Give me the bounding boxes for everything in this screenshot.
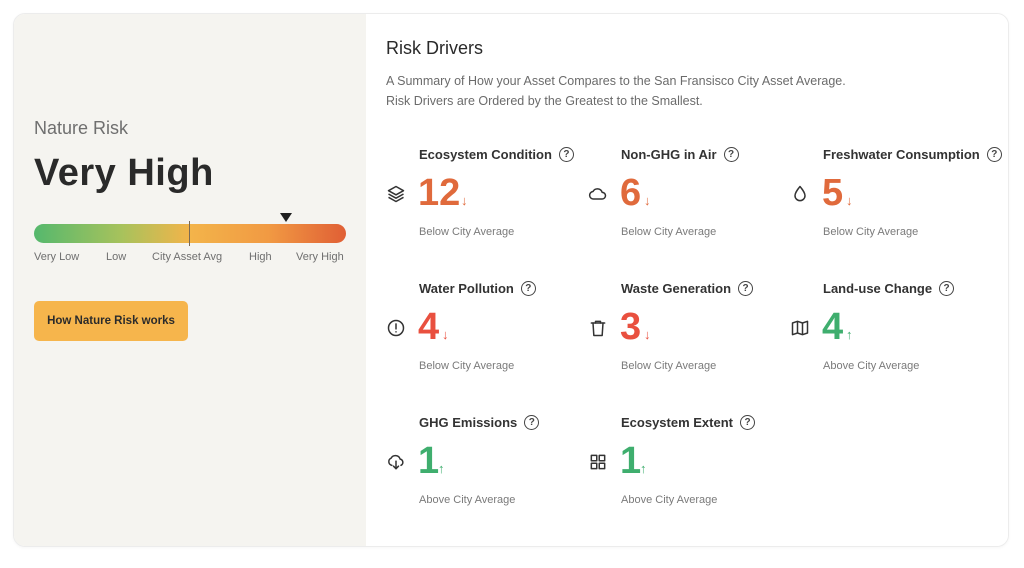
driver-land-use-change: Land-use Change ? 4 ↑ Above City Average xyxy=(790,281,990,391)
driver-name-text: Ecosystem Condition xyxy=(419,147,552,162)
help-icon[interactable]: ? xyxy=(524,415,540,430)
driver-name-text: Freshwater Consumption xyxy=(823,147,980,162)
down-arrow-icon: ↓ xyxy=(461,193,468,208)
driver-value: 3 xyxy=(620,306,642,348)
driver-name-text: Waste Generation xyxy=(621,281,732,296)
driver-status: Above City Average xyxy=(419,494,516,506)
driver-ghg-emissions: GHG Emissions ? 1 ↑ Above City Average xyxy=(386,415,586,525)
driver-status: Below City Average xyxy=(621,226,717,238)
down-arrow-icon: ↓ xyxy=(644,193,651,208)
subtitle-line-1: A Summary of How your Asset Compares to … xyxy=(386,74,846,88)
driver-value: 4 xyxy=(418,306,440,348)
nature-risk-label: Nature Risk xyxy=(34,118,129,138)
how-nature-risk-works-button[interactable]: How Nature Risk works xyxy=(34,301,188,341)
down-arrow-icon: ↓ xyxy=(442,327,449,342)
driver-value: 1 xyxy=(418,440,440,482)
grid-icon xyxy=(588,452,608,472)
nature-risk-card: Nature Risk Very High Very Low Low City … xyxy=(13,13,1009,547)
trash-icon xyxy=(588,318,608,338)
risk-drivers-title: Risk Drivers xyxy=(386,38,483,58)
driver-status: Below City Average xyxy=(419,360,515,372)
driver-name-text: Water Pollution xyxy=(419,281,514,296)
scale-label-low: Low xyxy=(106,251,127,263)
driver-value: 12 xyxy=(418,172,461,214)
help-icon[interactable]: ? xyxy=(986,147,1002,162)
nature-risk-value: Very High xyxy=(34,152,214,194)
driver-waste-generation: Waste Generation ? 3 ↓ Below City Averag… xyxy=(588,281,788,391)
scale-label-very-high: Very High xyxy=(296,251,344,263)
help-icon[interactable]: ? xyxy=(939,281,955,296)
driver-water-pollution: Water Pollution ? 4 ↓ Below City Average xyxy=(386,281,586,391)
driver-non-ghg-in-air: Non-GHG in Air ? 6 ↓ Below City Average xyxy=(588,147,788,257)
driver-name: Land-use Change ? xyxy=(823,281,955,296)
up-arrow-icon: ↑ xyxy=(438,461,445,476)
driver-name: Freshwater Consumption ? xyxy=(823,147,1002,162)
down-arrow-icon: ↓ xyxy=(846,193,853,208)
driver-name-text: GHG Emissions xyxy=(419,415,518,430)
help-icon[interactable]: ? xyxy=(738,281,754,296)
driver-value: 1 xyxy=(620,440,642,482)
scale-label-very-low: Very Low xyxy=(34,251,80,263)
subtitle-line-2: Risk Drivers are Ordered by the Greatest… xyxy=(386,94,703,108)
scale-label-city-avg: City Asset Avg xyxy=(152,251,223,263)
risk-drivers-panel: Risk Drivers A Summary of How your Asset… xyxy=(366,14,1008,546)
help-icon[interactable]: ? xyxy=(558,147,574,162)
driver-name: Non-GHG in Air ? xyxy=(621,147,739,162)
driver-name: Ecosystem Extent ? xyxy=(621,415,755,430)
driver-ecosystem-condition: Ecosystem Condition ? 12 ↓ Below City Av… xyxy=(386,147,586,257)
driver-value: 6 xyxy=(620,172,642,214)
cloud-download-icon xyxy=(386,452,406,472)
driver-value: 5 xyxy=(822,172,844,214)
driver-status: Above City Average xyxy=(823,360,920,372)
driver-name: Ecosystem Condition ? xyxy=(419,147,574,162)
driver-name-text: Non-GHG in Air xyxy=(621,147,717,162)
driver-name: Waste Generation ? xyxy=(621,281,754,296)
driver-value: 4 xyxy=(822,306,844,348)
cloud-icon xyxy=(588,184,608,204)
risk-drivers-subtitle: A Summary of How your Asset Compares to … xyxy=(386,71,986,111)
help-icon[interactable]: ? xyxy=(740,415,755,430)
driver-status: Above City Average xyxy=(621,494,718,506)
driver-name-text: Land-use Change xyxy=(823,281,933,296)
help-icon[interactable]: ? xyxy=(520,281,536,296)
up-arrow-icon: ↑ xyxy=(640,461,647,476)
alert-circle-icon xyxy=(386,318,406,338)
driver-status: Below City Average xyxy=(823,226,919,238)
driver-status: Below City Average xyxy=(419,226,515,238)
driver-name-text: Ecosystem Extent xyxy=(621,415,733,430)
risk-level-marker xyxy=(280,213,292,222)
droplet-icon xyxy=(790,184,810,204)
up-arrow-icon: ↑ xyxy=(846,327,853,342)
driver-name: Water Pollution ? xyxy=(419,281,536,296)
driver-freshwater-consumption: Freshwater Consumption ? 5 ↓ Below City … xyxy=(790,147,1002,257)
city-avg-divider xyxy=(189,221,190,246)
driver-ecosystem-extent: Ecosystem Extent ? 1 ↑ Above City Averag… xyxy=(588,415,788,525)
down-arrow-icon: ↓ xyxy=(644,327,651,342)
driver-status: Below City Average xyxy=(621,360,717,372)
scale-label-high: High xyxy=(249,251,272,263)
risk-scale-bar xyxy=(34,221,346,246)
map-icon xyxy=(790,318,810,338)
nature-risk-panel: Nature Risk Very High Very Low Low City … xyxy=(14,14,366,546)
driver-name: GHG Emissions ? xyxy=(419,415,540,430)
layers-icon xyxy=(386,184,406,204)
help-icon[interactable]: ? xyxy=(723,147,739,162)
